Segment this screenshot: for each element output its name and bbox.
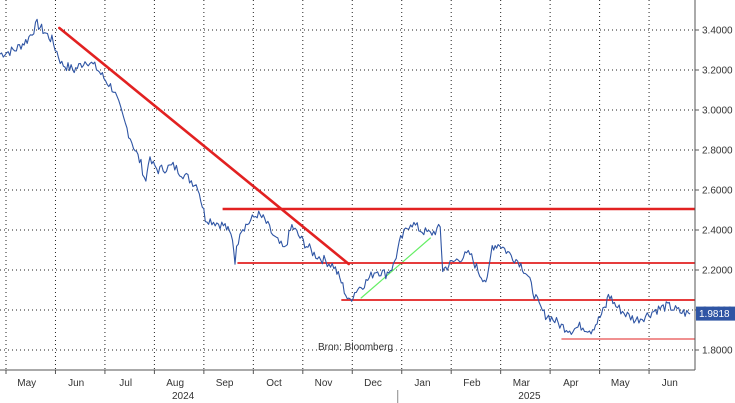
x-tick-label-2: Jul bbox=[119, 378, 132, 389]
last-value-tag: 1.9818 bbox=[696, 306, 735, 321]
trendline-1 bbox=[360, 237, 431, 299]
x-tick-label-12: May bbox=[611, 378, 630, 389]
last-value-label: 1.9818 bbox=[699, 309, 730, 320]
last-value-background bbox=[696, 306, 735, 321]
x-tick-label-5: Oct bbox=[266, 378, 282, 389]
x-tick-label-7: Dec bbox=[364, 378, 382, 389]
x-tick-label-6: Nov bbox=[315, 378, 333, 389]
y-tick-label-2: 3.0000 bbox=[702, 106, 733, 117]
source-label: Bron: Bloomberg bbox=[318, 342, 393, 353]
x-tick-label-1: Jun bbox=[68, 378, 84, 389]
x-tick-label-0: May bbox=[17, 378, 36, 389]
x-tick-label-9: Feb bbox=[463, 378, 481, 389]
x-tick-label-13: Jun bbox=[662, 378, 678, 389]
x-tick-label-10: Mar bbox=[513, 378, 531, 389]
y-tick-label-6: 2.2000 bbox=[702, 266, 733, 277]
gridlines bbox=[0, 0, 695, 370]
y-tick-label-8: 1.8000 bbox=[702, 346, 733, 357]
annotation-lines bbox=[58, 26, 695, 340]
series-line-0 bbox=[0, 18, 691, 335]
series-layer bbox=[0, 18, 691, 335]
y-tick-label-0: 3.4000 bbox=[702, 26, 733, 37]
year-label-1: 2025 bbox=[518, 391, 541, 402]
x-tick-label-11: Apr bbox=[563, 378, 579, 389]
y-tick-label-3: 2.8000 bbox=[702, 146, 733, 157]
trendline-0 bbox=[58, 26, 351, 266]
y-tick-label-5: 2.4000 bbox=[702, 226, 733, 237]
x-tick-label-3: Aug bbox=[166, 378, 184, 389]
x-tick-label-8: Jan bbox=[414, 378, 430, 389]
y-tick-label-1: 3.2000 bbox=[702, 66, 733, 77]
x-tick-label-4: Sep bbox=[216, 378, 234, 389]
y-tick-label-4: 2.6000 bbox=[702, 186, 733, 197]
year-label-0: 2024 bbox=[172, 391, 195, 402]
